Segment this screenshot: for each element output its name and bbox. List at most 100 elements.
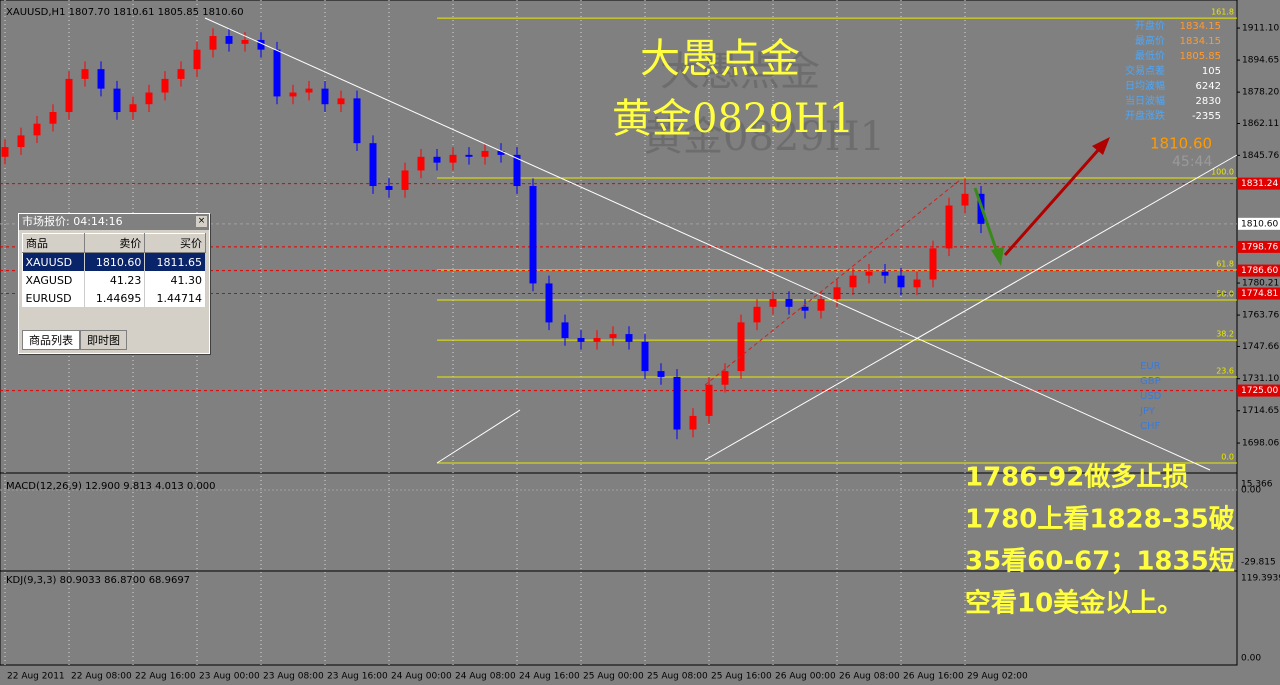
x-tick-label: 26 Aug 08:00 (839, 672, 900, 682)
candle-body (305, 88, 313, 93)
close-button[interactable]: × (196, 216, 207, 227)
window-title-text: 市场报价: 04:14:16 (22, 215, 123, 228)
candle-body (177, 69, 185, 79)
quote-row[interactable]: XAGUSD 41.23 41.30 (22, 271, 206, 289)
y-tick-label: 1763.76 (1242, 311, 1279, 321)
candle-body (753, 306, 761, 323)
x-tick-label: 23 Aug 16:00 (327, 672, 388, 682)
price-marker-box (1238, 264, 1280, 277)
trend-line (436, 409, 521, 464)
candle-body (897, 275, 905, 288)
candle-body (353, 98, 361, 144)
candle-body (209, 36, 217, 50)
info-value: 1834.15 (1180, 21, 1221, 32)
y-tick-label: 1862.11 (1242, 119, 1279, 129)
info-value: 1834.15 (1180, 36, 1221, 47)
candle-body (401, 170, 409, 190)
candle-body (945, 205, 953, 249)
title-shadow: 黄金0829H1 (643, 114, 885, 160)
candle-body (673, 376, 681, 430)
bar-timer: 45:44 (1172, 154, 1212, 170)
quote-table: 商品 卖价 买价 XAUUSD 1810.60 1811.65 XAGUSD 41.23 41.… (22, 233, 206, 307)
chart-title: XAUUSD,H1 1807.70 1810.61 1805.85 1810.6… (6, 7, 244, 18)
quote-cell: 1.44714 (144, 289, 206, 307)
strength-label: USD (1140, 391, 1162, 402)
y-tick-label: 1845.76 (1242, 151, 1279, 161)
candle-body (817, 299, 825, 311)
quote-cell: XAUUSD (22, 252, 85, 271)
candle-body (1, 147, 9, 157)
candle-body (705, 384, 713, 416)
arrow (973, 187, 999, 253)
candle-body (81, 69, 89, 79)
quote-row[interactable]: EURUSD 1.44695 1.44714 (22, 289, 206, 307)
macd-tick: -29.815 (1241, 558, 1276, 568)
x-tick-label: 24 Aug 08:00 (455, 672, 516, 682)
current-price: 1810.60 (1150, 135, 1212, 153)
fib-label: 61.8 (1216, 259, 1234, 268)
arrow-head (991, 247, 1004, 266)
info-value: 105 (1202, 66, 1221, 77)
overlay-subtitle: 黄金0829H1 (612, 96, 854, 142)
candle-body (801, 306, 809, 311)
price-marker-label: 1725.00 (1241, 386, 1278, 396)
candle-body (929, 248, 937, 280)
candle-body (593, 337, 601, 342)
candle-body (417, 156, 425, 171)
x-tick-label: 26 Aug 16:00 (903, 672, 964, 682)
x-tick-label: 23 Aug 00:00 (199, 672, 260, 682)
candle-body (49, 112, 57, 124)
tab[interactable]: 即时图 (80, 330, 127, 350)
info-value: -2355 (1192, 111, 1221, 122)
strength-label: EUR (1140, 361, 1161, 372)
candle-body (369, 143, 377, 187)
candle-body (129, 104, 137, 113)
info-label: 交易点差 (1125, 64, 1165, 77)
trend-line (704, 179, 961, 386)
x-tick-label: 22 Aug 2011 (7, 672, 65, 682)
candle-body (641, 341, 649, 372)
candle-body (273, 49, 281, 97)
x-tick-label: 24 Aug 16:00 (519, 672, 580, 682)
candle-body (545, 283, 553, 323)
candle-body (625, 334, 633, 342)
overlay-title: 大愚点金 (640, 36, 800, 82)
quote-row[interactable]: XAUUSD 1810.60 1811.65 (22, 252, 206, 271)
header-row: 商品 卖价 买价 (22, 233, 206, 253)
price-marker-label: 1810.60 (1241, 219, 1278, 229)
info-label: 日均波幅 (1125, 79, 1165, 92)
candle-body (577, 337, 585, 342)
y-tick-label: 1911.10 (1242, 24, 1279, 34)
quote-window[interactable]: 市场报价: 04:14:16 × 商品 卖价 买价 XAUUSD 1810.60 1811.… (18, 213, 210, 354)
header-cell: 买价 (144, 233, 206, 253)
candle-body (385, 186, 393, 190)
trend-line (204, 17, 1211, 471)
candle-body (833, 287, 841, 300)
fib-label: 0.0 (1221, 453, 1234, 462)
candle-body (17, 135, 25, 148)
candle-body (113, 88, 121, 113)
overlay-note: 35看60-67；1835短 (965, 547, 1235, 577)
price-marker-box (1238, 384, 1280, 397)
x-tick-label: 22 Aug 08:00 (71, 672, 132, 682)
header-cell: 卖价 (83, 233, 146, 253)
x-tick-label: 26 Aug 00:00 (775, 672, 836, 682)
candle-body (609, 334, 617, 338)
candle-body (145, 92, 153, 105)
info-label: 最高价 (1135, 34, 1165, 47)
y-tick-label: 1780.21 (1242, 279, 1279, 289)
overlay-note: 1780上看1828-35破 (965, 505, 1235, 535)
quote-cell: 41.23 (84, 271, 146, 289)
macd-tick: 0.00 (1241, 486, 1261, 496)
candle-body (737, 322, 745, 372)
candle-body (321, 88, 329, 105)
kdj-header: KDJ(9,3,3) 80.9033 86.8700 68.9697 (6, 575, 190, 586)
fib-label: 38.2 (1216, 330, 1234, 339)
trend-line (704, 154, 1238, 461)
candle-body (289, 92, 297, 97)
x-tick-label: 25 Aug 16:00 (711, 672, 772, 682)
kdj-tick: 119.3939 (1241, 574, 1280, 584)
quote-cell: 1.44695 (84, 289, 146, 307)
candle-body (529, 186, 537, 284)
tab[interactable]: 商品列表 (22, 330, 80, 350)
